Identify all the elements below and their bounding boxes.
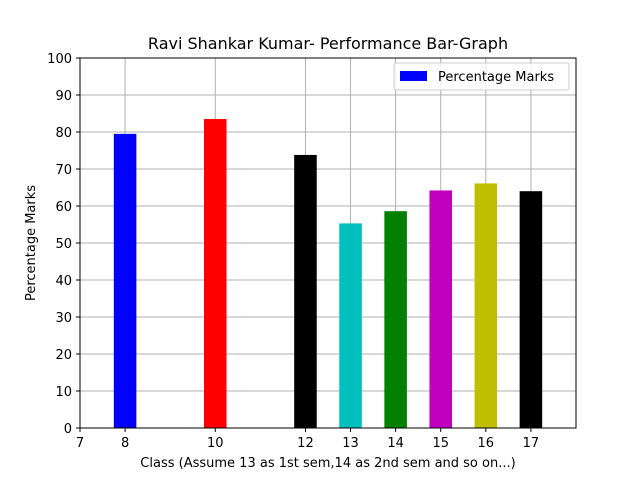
bar-class-15 <box>429 190 452 428</box>
bar-class-13 <box>339 223 362 428</box>
y-tick-label: 50 <box>55 237 72 252</box>
y-tick-label: 40 <box>55 274 72 289</box>
y-tick-label: 20 <box>55 348 72 363</box>
legend-label: Percentage Marks <box>438 70 554 85</box>
legend: Percentage Marks <box>393 62 570 91</box>
y-tick-label: 30 <box>55 311 72 326</box>
bars <box>113 119 543 429</box>
x-tick-label: 16 <box>478 436 495 451</box>
legend-box <box>393 62 570 91</box>
legend-swatch <box>400 71 427 81</box>
y-tick-label: 0 <box>64 422 72 437</box>
chart-title: Ravi Shankar Kumar- Performance Bar-Grap… <box>148 34 508 53</box>
x-tick-label: 17 <box>523 436 540 451</box>
x-tick-label: 14 <box>387 436 404 451</box>
y-tick-label: 100 <box>47 52 72 67</box>
y-tick-label: 80 <box>55 126 72 141</box>
y-tick-label: 90 <box>55 89 72 104</box>
bar-class-14 <box>384 211 407 428</box>
bar-class-10 <box>204 119 227 429</box>
bar-class-12 <box>294 154 317 428</box>
y-tick-label: 60 <box>55 200 72 215</box>
axis-ticks: 7 8 10 12 13 14 15 16 17 0 10 20 30 40 50 60 70 80 90 100 <box>47 52 539 451</box>
x-tick-label: 10 <box>207 436 224 451</box>
y-axis-label: Percentage Marks <box>24 185 39 301</box>
y-tick-label: 10 <box>55 385 72 400</box>
x-tick-label: 15 <box>432 436 449 451</box>
bar-class-16 <box>474 183 498 428</box>
x-tick-label: 12 <box>297 436 314 451</box>
x-axis-label: Class (Assume 13 as 1st sem,14 as 2nd se… <box>140 456 515 471</box>
x-tick-label: 13 <box>342 436 359 451</box>
y-tick-label: 70 <box>55 163 72 178</box>
x-tick-label: 8 <box>121 436 129 451</box>
x-tick-label: 7 <box>76 436 84 451</box>
bar-class-17 <box>519 191 543 428</box>
bar-class-8 <box>113 133 137 428</box>
